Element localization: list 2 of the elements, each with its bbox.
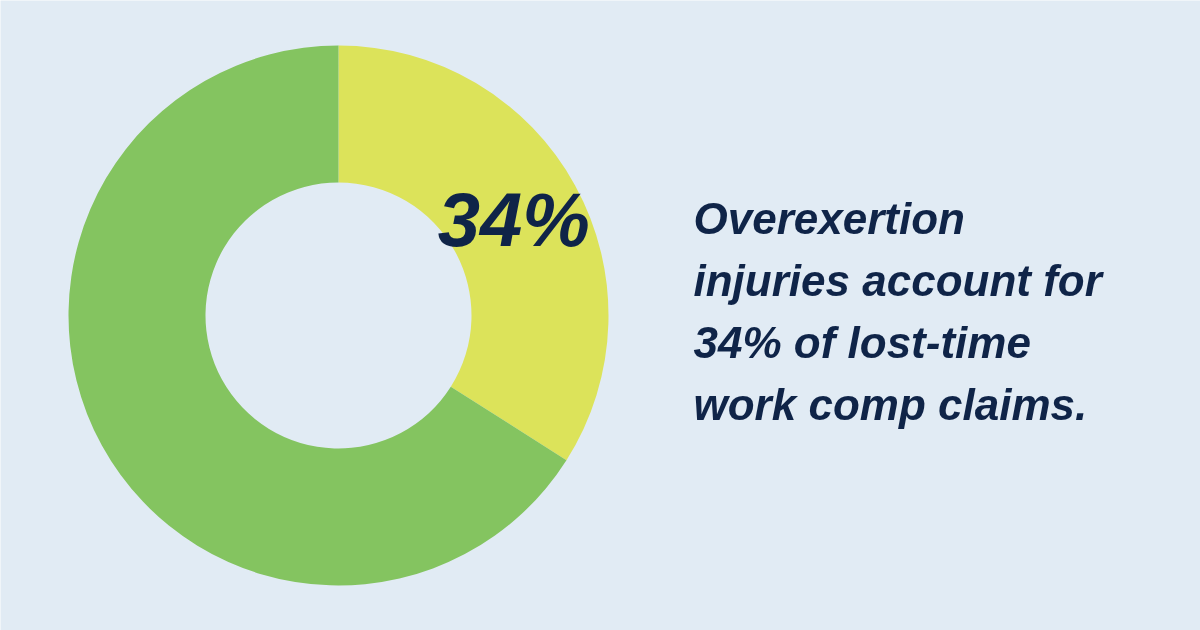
data-label: 34% — [437, 176, 590, 262]
text: Overexertion injuries account for 34% of lost-time work comp claims. — [693, 194, 1105, 429]
